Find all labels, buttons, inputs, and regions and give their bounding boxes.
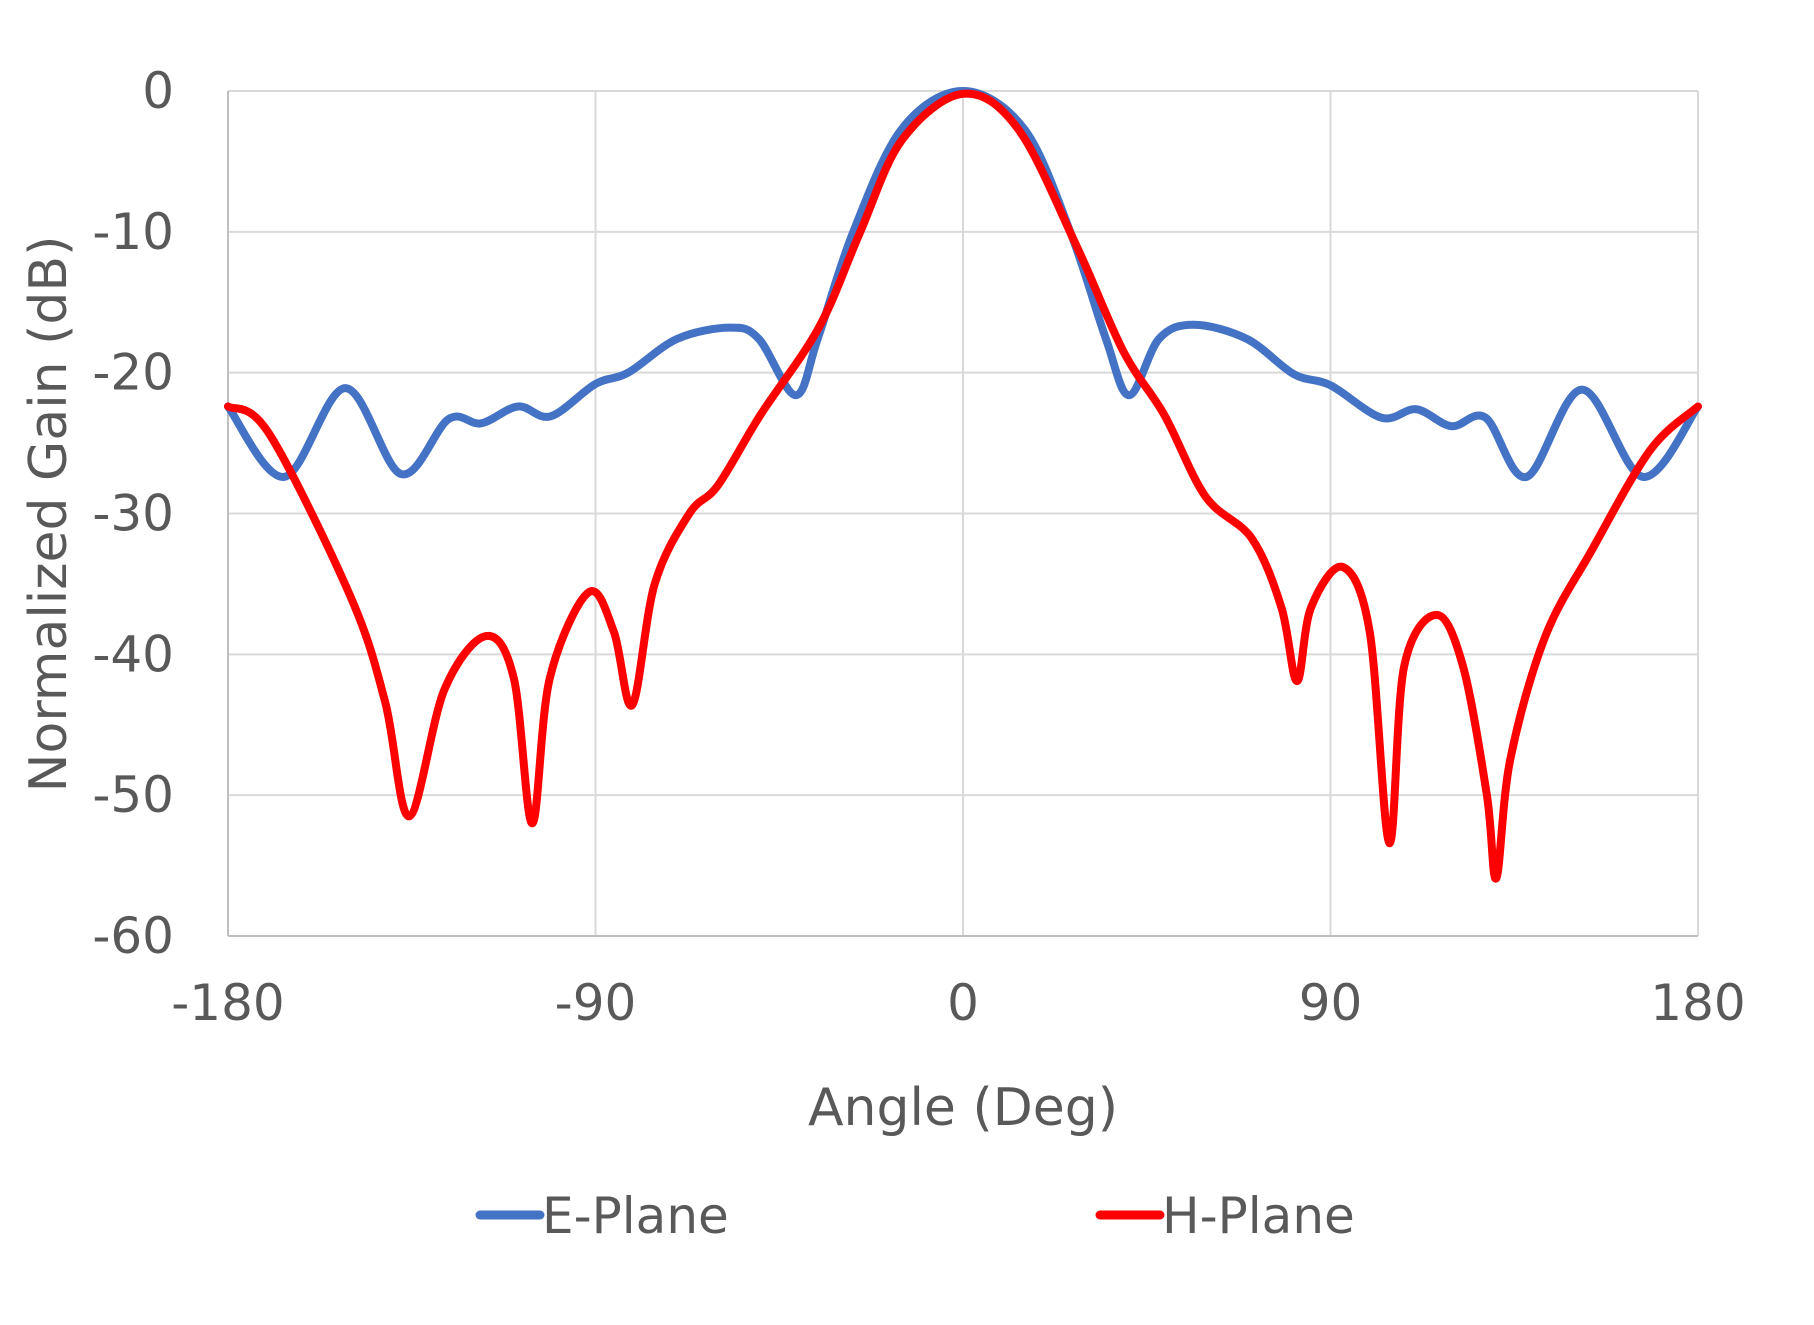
- x-tick-label: 90: [1299, 974, 1363, 1032]
- y-tick-label: -10: [92, 203, 174, 261]
- x-tick-label: 0: [947, 974, 979, 1032]
- x-tick-label: -180: [171, 974, 284, 1032]
- series-line-h-plane: [224, 89, 1702, 883]
- legend: E-Plane H-Plane: [475, 1187, 1355, 1245]
- y-tick-label: -30: [92, 485, 174, 543]
- y-axis-title: Normalized Gain (dB): [19, 236, 79, 793]
- series-lines: [224, 87, 1702, 883]
- x-tick-label: -90: [555, 974, 637, 1032]
- x-tick-label: 180: [1650, 974, 1745, 1032]
- y-tick-label: -20: [92, 344, 174, 402]
- legend-label-e-plane: E-Plane: [542, 1187, 729, 1245]
- y-tick-label: -60: [92, 907, 174, 965]
- x-axis-title: Angle (Deg): [808, 1078, 1118, 1138]
- grid: [227, 90, 1699, 937]
- legend-label-h-plane: H-Plane: [1162, 1187, 1355, 1245]
- y-tick-label: 0: [142, 62, 174, 120]
- x-tick-labels: -180 -90 0 90 180: [171, 974, 1745, 1032]
- y-tick-label: -50: [92, 766, 174, 824]
- y-tick-label: -40: [92, 625, 174, 683]
- y-tick-labels: 0 -10 -20 -30 -40 -50 -60: [92, 62, 174, 965]
